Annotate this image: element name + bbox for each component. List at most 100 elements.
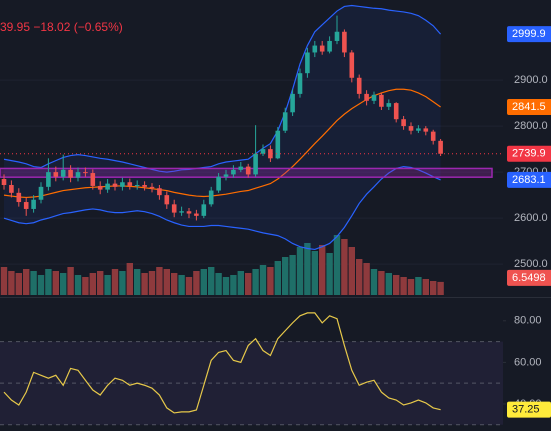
volume-bar: [185, 277, 193, 295]
candle-body: [393, 103, 399, 120]
volume-bar: [208, 267, 215, 295]
candle-body: [371, 94, 377, 101]
volume-bar: [370, 269, 378, 295]
candle-body: [53, 172, 59, 177]
candle-body: [349, 52, 355, 78]
candle-body: [9, 185, 14, 193]
volume-bar: [193, 271, 200, 295]
candle-body: [1, 179, 7, 186]
candle-body: [319, 45, 325, 52]
candle-body: [164, 195, 170, 205]
candle-body: [430, 131, 436, 141]
volume-bar: [296, 247, 304, 295]
candle-body: [16, 192, 22, 203]
candle-body: [423, 128, 429, 132]
candle-body: [356, 77, 362, 94]
candle-body: [194, 213, 199, 216]
volume-bar: [67, 267, 74, 295]
candle-body: [297, 73, 303, 94]
volume-bar: [259, 265, 267, 295]
volume-bar: [163, 269, 170, 295]
y-tick-label: 60.00: [514, 356, 542, 368]
volume-bar: [333, 235, 341, 295]
volume-bar: [237, 271, 244, 295]
volume-bar: [378, 271, 385, 295]
candle-body: [120, 182, 125, 187]
volume-bar: [393, 275, 400, 295]
candle-body: [208, 190, 214, 205]
bb-upper-value: 2999.9: [512, 28, 546, 40]
volume-bar: [74, 275, 82, 295]
candle-body: [23, 202, 29, 209]
candle-body: [60, 169, 66, 177]
volume-bar: [30, 271, 37, 295]
candle-body: [327, 40, 332, 52]
volume-bar: [104, 275, 111, 295]
volume-bar: [304, 243, 311, 295]
candle-body: [171, 204, 177, 213]
volume-bar: [52, 271, 59, 295]
bb-lower-value: 2683.1: [512, 174, 546, 186]
volume-bar: [134, 269, 141, 295]
volume-bar: [437, 281, 444, 295]
volume-bar: [415, 277, 422, 295]
volume-bar: [60, 273, 67, 295]
candle-body: [97, 185, 103, 190]
volume-bar: [0, 267, 8, 295]
bb-lower-line: [3, 165, 441, 251]
volume-bar: [274, 261, 281, 295]
volume-bar: [245, 273, 252, 295]
bb-basis-value: 2841.5: [512, 101, 546, 113]
candle-body: [90, 173, 96, 186]
volume-bar: [341, 239, 348, 295]
candle-body: [179, 211, 184, 213]
volume-bar: [200, 269, 207, 295]
candle-body: [231, 169, 236, 175]
candle-body: [268, 149, 273, 159]
volume-bar: [215, 273, 222, 295]
volume-bar: [422, 279, 429, 295]
volume-bar: [37, 275, 45, 295]
volume-bar: [363, 263, 370, 295]
candle-body: [31, 199, 36, 209]
last-price-value-box: [507, 145, 551, 162]
volume-bar: [230, 275, 237, 295]
candle-body: [253, 153, 258, 175]
candle-body: [334, 31, 340, 41]
volume-bar: [356, 259, 363, 295]
volume-bar: [400, 277, 407, 295]
volume-bar: [171, 273, 178, 295]
candle-body: [238, 166, 244, 170]
candle-body: [275, 130, 281, 159]
volume-bar: [222, 277, 230, 295]
volume-bar: [97, 271, 104, 295]
candle-body: [290, 93, 295, 113]
volume-bar: [15, 273, 22, 295]
y-tick-label: 2500.0: [514, 258, 548, 270]
candle-body: [186, 211, 192, 214]
bb-lower-value-box: [507, 171, 551, 188]
volume-bar: [407, 279, 415, 295]
rsi-value: 37.25: [512, 404, 540, 416]
last-price-value: 2739.9: [512, 148, 546, 160]
candle-body: [149, 186, 155, 189]
volume-bar: [111, 269, 119, 295]
volume-bar: [282, 257, 289, 295]
candle-body: [134, 185, 140, 187]
candle-body: [342, 31, 347, 53]
candle-body: [364, 93, 369, 101]
candle-body: [201, 204, 207, 216]
candle-body: [223, 174, 229, 177]
volume-bar: [178, 275, 185, 295]
volume-value: 6.5498: [512, 272, 546, 284]
volume-bar: [252, 269, 259, 295]
candle-body: [105, 183, 110, 190]
candle-body: [312, 45, 318, 53]
volume-bar: [8, 271, 15, 295]
volume-bar: [148, 271, 156, 295]
volume-bar: [82, 277, 89, 295]
candle-body: [401, 119, 406, 127]
candle-body: [38, 186, 44, 200]
